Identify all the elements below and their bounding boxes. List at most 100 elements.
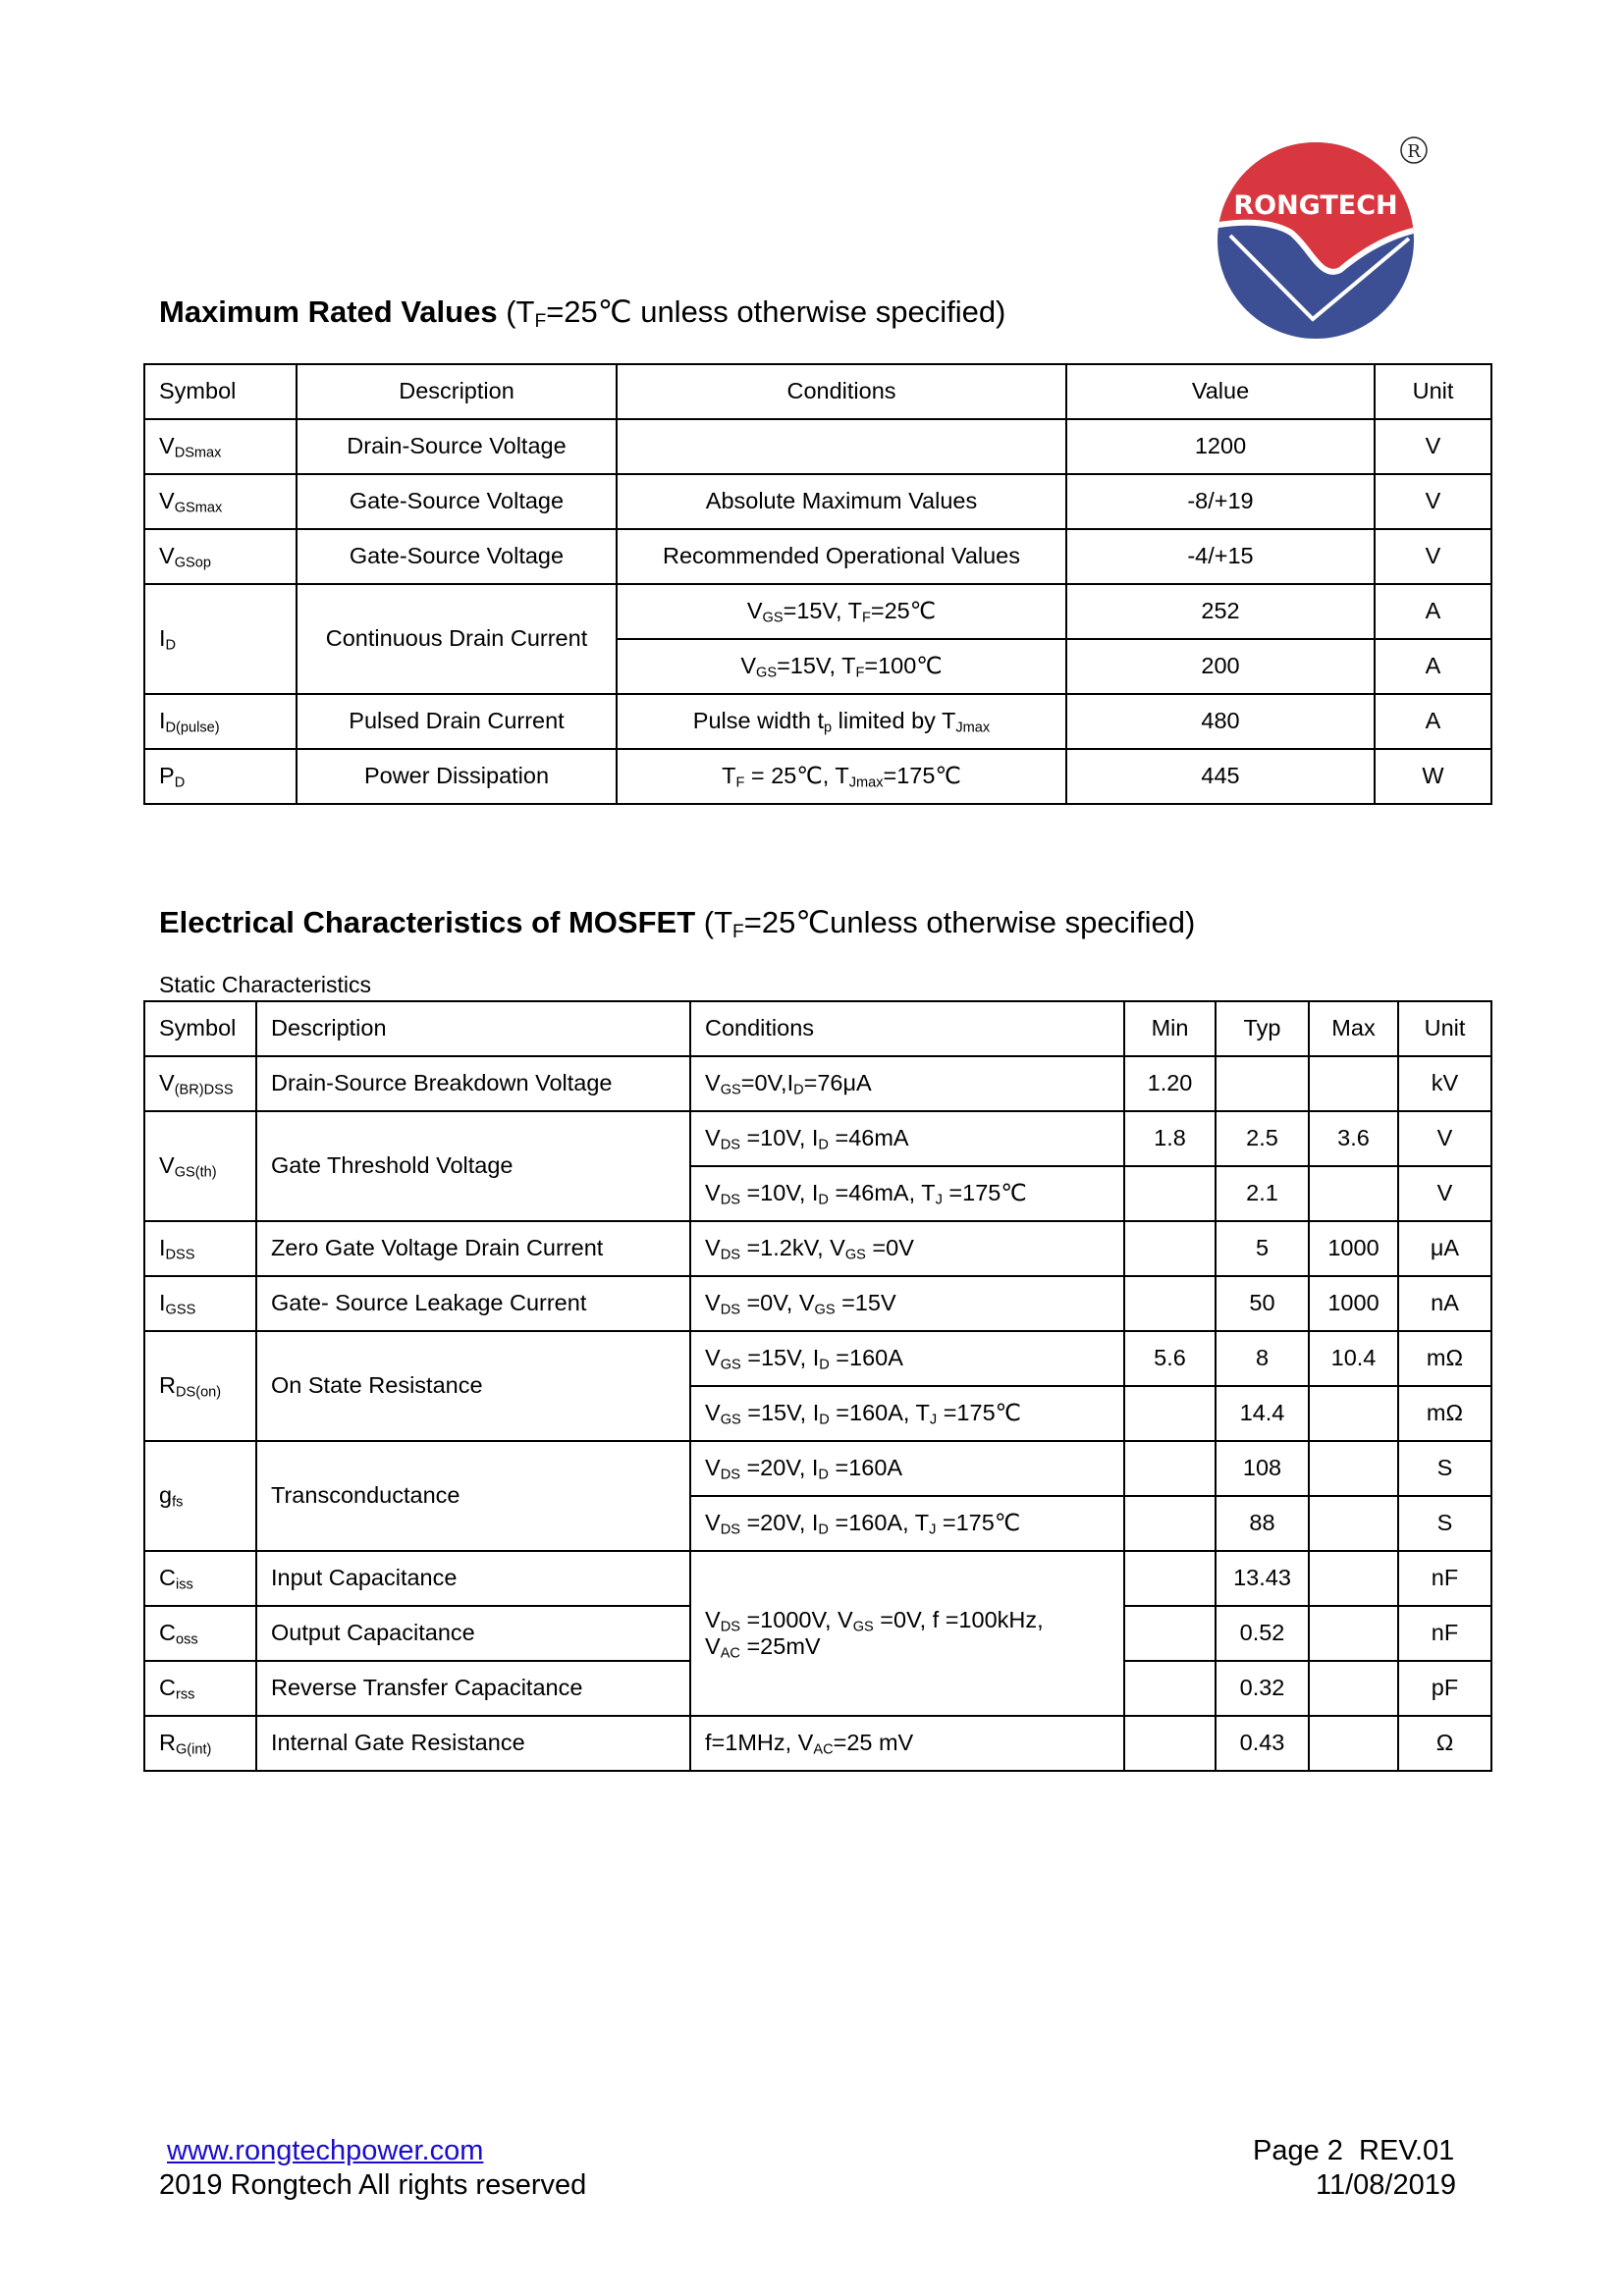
- table-row: VDS =20V, ID =160A, TJ =175℃ 88 S: [144, 1495, 1492, 1552]
- table-row: VDS =10V, ID =46mA, TJ =175℃ 2.1 V: [144, 1165, 1492, 1222]
- cell-description: Reverse Transfer Capacitance: [255, 1660, 691, 1717]
- cell-max: [1308, 1385, 1399, 1442]
- svg-text:R: R: [1407, 141, 1421, 162]
- cell-typ: 2.1: [1215, 1165, 1310, 1222]
- cell-unit: V: [1374, 418, 1492, 475]
- cell-max: [1308, 1715, 1399, 1772]
- cell-symbol: IGSS: [143, 1275, 257, 1332]
- cell-description: Continuous Drain Current: [296, 583, 618, 695]
- cell-value: -8/+19: [1065, 473, 1376, 530]
- cell-description: Input Capacitance: [255, 1550, 691, 1607]
- cell-unit: A: [1374, 693, 1492, 750]
- cell-symbol: PD: [143, 748, 298, 805]
- cell-max: [1308, 1165, 1399, 1222]
- cell-unit: pF: [1397, 1660, 1492, 1717]
- cell-symbol: V(BR)DSS: [143, 1055, 257, 1112]
- cell-conditions: VDS =20V, ID =160A, TJ =175℃: [689, 1495, 1125, 1552]
- cell-min: [1123, 1385, 1217, 1442]
- cell-unit: V: [1397, 1110, 1492, 1167]
- cell-unit: kV: [1397, 1055, 1492, 1112]
- cell-unit: nF: [1397, 1605, 1492, 1662]
- cell-typ: 2.5: [1215, 1110, 1310, 1167]
- cell-typ: 13.43: [1215, 1550, 1310, 1607]
- column-header-conditions: Conditions: [616, 363, 1067, 420]
- website-link[interactable]: www.rongtechpower.com: [167, 2135, 484, 2166]
- cell-min: [1123, 1660, 1217, 1717]
- cell-min: [1123, 1165, 1217, 1222]
- cell-min: [1123, 1275, 1217, 1332]
- column-header-description: Description: [296, 363, 618, 420]
- cell-conditions: VGS =15V, ID =160A, TJ =175℃: [689, 1385, 1125, 1442]
- cell-typ: 5: [1215, 1220, 1310, 1277]
- table-row: RG(int) Internal Gate Resistance f=1MHz, V…: [143, 1715, 1492, 1772]
- cell-max: 1000: [1308, 1220, 1399, 1277]
- cell-symbol: Coss: [143, 1605, 257, 1662]
- cell-min: 5.6: [1123, 1330, 1217, 1387]
- cell-min: 1.20: [1123, 1055, 1217, 1112]
- cell-conditions: Pulse width tp limited by TJmax: [616, 693, 1067, 750]
- table-row: VGSop Gate-Source Voltage Recommended Oper…: [143, 528, 1492, 585]
- cell-symbol: VGSmax: [143, 473, 298, 530]
- cell-typ: 14.4: [1215, 1385, 1310, 1442]
- cell-conditions: VGS=15V, TF=25℃: [616, 583, 1067, 640]
- section2-title: Electrical Characteristics of MOSFET (TF…: [159, 905, 1195, 941]
- cell-typ: 88: [1215, 1495, 1310, 1552]
- table-row: V(BR)DSS Drain-Source Breakdown Voltage VG…: [143, 1055, 1492, 1112]
- cell-description: Gate- Source Leakage Current: [255, 1275, 691, 1332]
- cell-conditions: VDS =20V, ID =160A: [689, 1440, 1125, 1497]
- cell-min: [1123, 1220, 1217, 1277]
- table-row: VGS=15V, TF=100℃ 200 A: [144, 638, 1492, 695]
- cell-max: [1308, 1055, 1399, 1112]
- column-header-max: Max: [1308, 1000, 1399, 1057]
- header-row: Symbol Description Conditions Value Unit: [143, 363, 1492, 420]
- cell-symbol: IDSS: [143, 1220, 257, 1277]
- cell-typ: 108: [1215, 1440, 1310, 1497]
- cell-description: Zero Gate Voltage Drain Current: [255, 1220, 691, 1277]
- cell-conditions: [616, 418, 1067, 475]
- cell-unit: μA: [1397, 1220, 1492, 1277]
- cell-conditions: VGS=15V, TF=100℃: [616, 638, 1067, 695]
- cell-unit: S: [1397, 1440, 1492, 1497]
- cell-min: 1.8: [1123, 1110, 1217, 1167]
- cell-typ: 50: [1215, 1275, 1310, 1332]
- table-row: VGS(th) Gate Threshold Voltage VDS =10V, I…: [143, 1110, 1492, 1222]
- table-row: RDS(on) On State Resistance VGS =15V, ID =…: [143, 1330, 1492, 1442]
- table-row: gfs Transconductance VDS =20V, ID =160A 108…: [143, 1440, 1492, 1552]
- cell-conditions: VDS =1.2kV, VGS =0V: [689, 1220, 1125, 1277]
- column-header-symbol: Symbol: [143, 363, 298, 420]
- svg-text:RONGTECH: RONGTECH: [1233, 190, 1397, 221]
- cell-min: [1123, 1605, 1217, 1662]
- cell-conditions: VGS =15V, ID =160A: [689, 1330, 1125, 1387]
- cell-description: Transconductance: [255, 1440, 691, 1552]
- table-row: VGS =15V, ID =160A, TJ =175℃ 14.4 mΩ: [144, 1385, 1492, 1442]
- cell-unit: V: [1374, 528, 1492, 585]
- cell-conditions: VDS =10V, ID =46mA, TJ =175℃: [689, 1165, 1125, 1222]
- cell-symbol: VGS(th): [143, 1110, 257, 1222]
- cell-description: Gate-Source Voltage: [296, 528, 618, 585]
- cell-description: Gate-Source Voltage: [296, 473, 618, 530]
- cell-typ: 0.52: [1215, 1605, 1310, 1662]
- table-row: ID Continuous Drain Current VGS=15V, TF=25…: [143, 583, 1492, 695]
- cell-description: Output Capacitance: [255, 1605, 691, 1662]
- cell-value: 200: [1065, 638, 1376, 695]
- column-header-symbol: Symbol: [143, 1000, 257, 1057]
- cell-typ: [1215, 1055, 1310, 1112]
- cell-conditions: VDS =0V, VGS =15V: [689, 1275, 1125, 1332]
- cell-value: 480: [1065, 693, 1376, 750]
- section1-title: Maximum Rated Values (TF=25℃ unless othe…: [159, 294, 1006, 332]
- cell-symbol: VDSmax: [143, 418, 298, 475]
- cell-symbol: gfs: [143, 1440, 257, 1552]
- cell-max: [1308, 1440, 1399, 1497]
- cell-symbol: ID: [143, 583, 298, 695]
- table-row: IGSS Gate- Source Leakage Current VDS =0V,…: [143, 1275, 1492, 1332]
- section1-title-conditions: (TF=25℃ unless otherwise specified): [497, 294, 1006, 332]
- cell-typ: 8: [1215, 1330, 1310, 1387]
- cell-conditions: VGS=0V,ID=76μA: [689, 1055, 1125, 1112]
- cell-value: 252: [1065, 583, 1376, 640]
- document-date: 11/08/2019: [1316, 2169, 1456, 2201]
- cell-unit: A: [1374, 583, 1492, 640]
- table-row: PD Power Dissipation TF = 25℃, TJmax=175℃ 4…: [143, 748, 1492, 805]
- page-revision: Page 2 REV.01: [1253, 2135, 1455, 2166]
- cell-value: 445: [1065, 748, 1376, 805]
- header-row: Symbol Description Conditions Min Typ Max Unit: [143, 1000, 1492, 1057]
